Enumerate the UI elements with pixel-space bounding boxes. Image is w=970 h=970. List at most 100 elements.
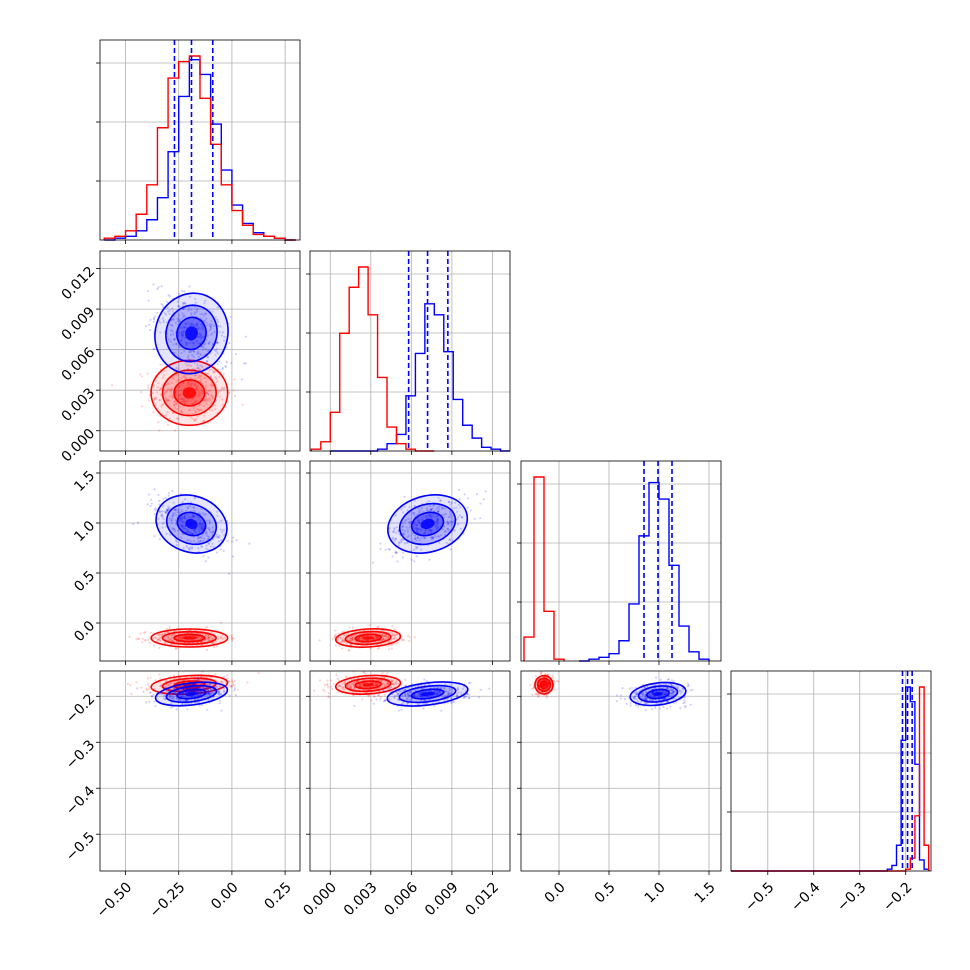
sample-point xyxy=(193,297,197,301)
sample-point xyxy=(644,708,647,712)
sample-point xyxy=(406,528,409,531)
sample-point xyxy=(205,547,208,550)
sample-point xyxy=(139,686,143,689)
sample-point xyxy=(182,399,186,402)
histogram-panel-1 xyxy=(306,250,511,455)
sample-point xyxy=(136,521,140,524)
sample-point xyxy=(193,383,196,387)
sample-point xyxy=(352,634,355,637)
sample-point xyxy=(181,635,185,638)
sample-point xyxy=(207,556,210,559)
sample-point xyxy=(634,686,637,689)
sample-point xyxy=(202,314,205,317)
sample-point xyxy=(154,397,157,400)
sample-point xyxy=(419,528,423,531)
sample-point xyxy=(257,672,260,675)
sample-point xyxy=(477,696,481,699)
sample-point xyxy=(463,493,466,496)
sample-point xyxy=(182,329,186,333)
sample-point xyxy=(171,514,175,517)
sample-point xyxy=(201,348,204,351)
sample-point xyxy=(145,688,149,691)
sample-point xyxy=(436,518,439,521)
scatter-panel-3-0 xyxy=(96,670,301,875)
sample-point xyxy=(459,506,462,509)
sample-point xyxy=(217,536,220,539)
sample-point xyxy=(426,531,429,534)
sample-point xyxy=(361,639,364,642)
sample-point xyxy=(381,671,384,674)
sample-point xyxy=(205,544,208,547)
sample-point xyxy=(623,697,627,701)
sample-point xyxy=(679,707,682,710)
y-tick-label: −0.4 xyxy=(63,783,98,818)
sample-point xyxy=(205,397,208,400)
scatter-panel-3-2 xyxy=(517,670,722,875)
sample-point xyxy=(167,494,170,497)
sample-point xyxy=(196,635,199,638)
sample-point xyxy=(348,649,351,652)
sample-point xyxy=(203,513,206,516)
sample-point xyxy=(417,520,420,524)
sample-point xyxy=(199,335,202,338)
sample-point xyxy=(200,526,203,530)
sample-point xyxy=(140,405,143,408)
sample-point xyxy=(181,334,185,337)
sample-point xyxy=(165,510,169,513)
sample-point xyxy=(243,362,246,365)
sample-point xyxy=(216,363,219,366)
sample-point xyxy=(203,312,207,315)
sample-point xyxy=(191,382,194,385)
sample-point xyxy=(198,376,201,379)
sample-point xyxy=(181,635,184,639)
y-tick-label: −0.2 xyxy=(63,691,98,726)
sample-point xyxy=(176,317,179,320)
sample-point xyxy=(166,310,170,313)
sample-point xyxy=(169,390,173,393)
sample-point xyxy=(619,694,623,697)
sample-point xyxy=(211,409,214,412)
sample-point xyxy=(141,641,144,644)
sample-point xyxy=(393,528,396,531)
sample-point xyxy=(192,515,195,518)
sample-point xyxy=(196,352,199,356)
sample-point xyxy=(415,528,418,531)
panel-frame xyxy=(520,670,722,872)
sample-point xyxy=(200,536,203,539)
sample-point xyxy=(374,636,378,639)
sample-point xyxy=(421,510,425,514)
sample-point xyxy=(241,403,244,406)
sample-point xyxy=(413,527,416,530)
sample-point xyxy=(479,517,482,520)
sample-point xyxy=(181,327,184,330)
sample-point xyxy=(205,402,208,405)
sample-point xyxy=(423,515,426,518)
sample-point xyxy=(401,556,405,559)
sample-point xyxy=(629,701,632,704)
sample-point xyxy=(230,634,233,637)
sample-point xyxy=(210,394,213,397)
sample-point xyxy=(372,702,375,705)
sample-point xyxy=(447,522,450,525)
sample-point xyxy=(210,642,213,645)
sample-point xyxy=(198,368,202,372)
sample-point xyxy=(219,389,222,392)
sample-point xyxy=(209,635,213,638)
sample-point xyxy=(207,372,210,375)
sample-point xyxy=(170,387,174,391)
sample-point xyxy=(457,503,460,506)
sample-point xyxy=(191,341,194,344)
sample-point xyxy=(436,510,440,514)
sample-point xyxy=(430,508,433,512)
sample-point xyxy=(413,523,416,526)
sample-point xyxy=(156,634,160,637)
sample-point xyxy=(197,547,200,550)
sample-point xyxy=(148,700,151,703)
sample-point xyxy=(176,300,179,303)
sample-point xyxy=(195,340,198,343)
sample-point xyxy=(388,527,391,530)
sample-point xyxy=(429,529,433,532)
sample-point xyxy=(169,333,172,337)
sample-point xyxy=(159,393,162,396)
sample-point xyxy=(164,313,168,316)
